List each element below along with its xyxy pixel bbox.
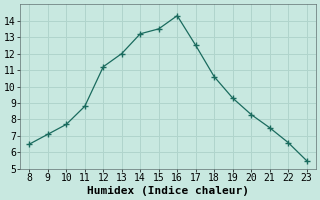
- X-axis label: Humidex (Indice chaleur): Humidex (Indice chaleur): [87, 186, 249, 196]
